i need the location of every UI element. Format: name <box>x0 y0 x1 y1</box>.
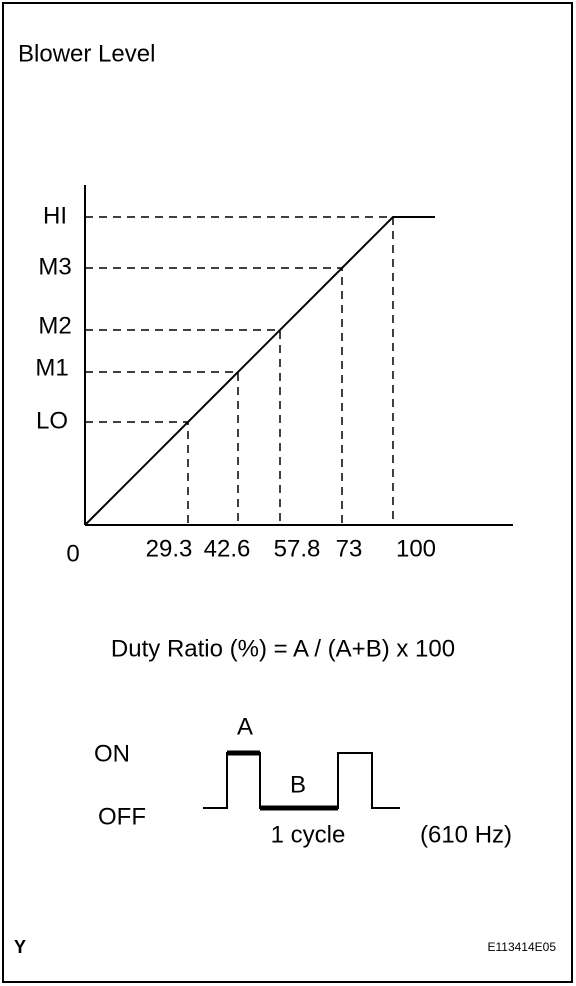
waveform: ON OFF A B 1 cycle (610 Hz) <box>94 713 512 848</box>
duty-label: 29.3 <box>146 535 193 562</box>
level-label: M1 <box>35 354 68 381</box>
frequency-label: (610 Hz) <box>420 821 512 848</box>
footer-mark: Y <box>14 937 26 957</box>
level-label: HI <box>43 202 67 229</box>
duty-label: 100 <box>396 535 436 562</box>
b-label: B <box>290 771 306 798</box>
a-label: A <box>237 713 253 740</box>
origin-label: 0 <box>66 540 79 567</box>
duty-label: 73 <box>336 535 363 562</box>
figure-code: E113414E05 <box>487 940 556 954</box>
on-label: ON <box>94 740 130 767</box>
duty-label: 42.6 <box>204 535 251 562</box>
level-label: LO <box>36 407 68 434</box>
graph: HI M3 M2 M1 LO 0 29.3 42.6 57.8 73 100 <box>35 185 513 567</box>
guide-lines <box>85 216 394 525</box>
level-label: M2 <box>38 312 71 339</box>
duty-line <box>84 216 435 526</box>
formula: Duty Ratio (%) = A / (A+B) x 100 <box>111 635 455 662</box>
title: Blower Level <box>18 40 155 67</box>
duty-label: 57.8 <box>274 535 321 562</box>
off-label: OFF <box>98 803 146 830</box>
level-label: M3 <box>38 253 71 280</box>
cycle-label: 1 cycle <box>271 821 346 848</box>
